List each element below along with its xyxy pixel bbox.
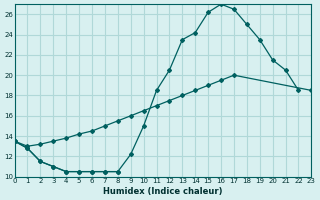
X-axis label: Humidex (Indice chaleur): Humidex (Indice chaleur)	[103, 187, 223, 196]
